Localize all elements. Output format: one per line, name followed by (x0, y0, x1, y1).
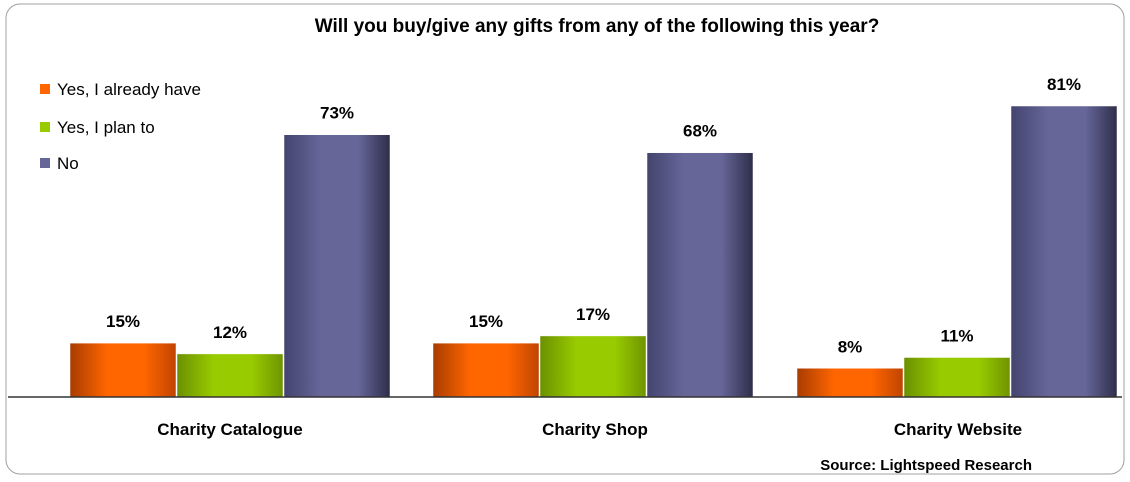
bar-charity-website-yes-i-plan-to (903, 357, 1011, 398)
bar-charity-website-yes-i-already-have (796, 368, 904, 398)
value-label-charity-catalogue-yes-i-already-have: 15% (106, 312, 140, 331)
category-label-charity-website: Charity Website (894, 420, 1022, 439)
value-label-charity-website-yes-i-already-have: 8% (838, 337, 863, 356)
legend-swatch-no (40, 158, 50, 168)
source-note: Source: Lightspeed Research (820, 457, 1032, 474)
legend-swatch-yes-already (40, 84, 50, 94)
bar-charity-catalogue-yes-i-already-have (69, 342, 177, 398)
value-label-charity-website-yes-i-plan-to: 11% (940, 326, 973, 345)
value-label-charity-shop-yes-i-plan-to: 17% (576, 305, 610, 324)
bar-charity-website-no (1010, 105, 1118, 398)
bar-charity-catalogue-no (283, 134, 391, 398)
value-label-charity-shop-yes-i-already-have: 15% (469, 312, 503, 331)
value-label-charity-catalogue-yes-i-plan-to: 12% (213, 323, 247, 342)
value-label-charity-shop-no: 68% (683, 122, 717, 141)
category-label-charity-shop: Charity Shop (542, 420, 648, 439)
legend-label-yes-already: Yes, I already have (57, 80, 201, 99)
bar-charity-shop-no (646, 152, 754, 398)
bar-charity-catalogue-yes-i-plan-to (176, 353, 284, 398)
chart-title: Will you buy/give any gifts from any of … (315, 16, 880, 37)
legend: Yes, I already have Yes, I plan to No (40, 80, 201, 173)
bars-group (69, 105, 1118, 398)
value-label-charity-catalogue-no: 73% (320, 104, 354, 123)
value-labels-group: 15% 12% 73% 15% 17% 68% 8% 11% 81% (106, 75, 1081, 356)
legend-label-no: No (57, 154, 79, 173)
bar-charity-shop-yes-i-plan-to (539, 335, 647, 398)
value-label-charity-website-no: 81% (1047, 75, 1081, 94)
bar-charity-shop-yes-i-already-have (432, 342, 540, 398)
legend-label-yes-plan: Yes, I plan to (57, 118, 155, 137)
chart-frame (5, 3, 1125, 475)
category-label-charity-catalogue: Charity Catalogue (157, 420, 302, 439)
legend-swatch-yes-plan (40, 122, 50, 132)
